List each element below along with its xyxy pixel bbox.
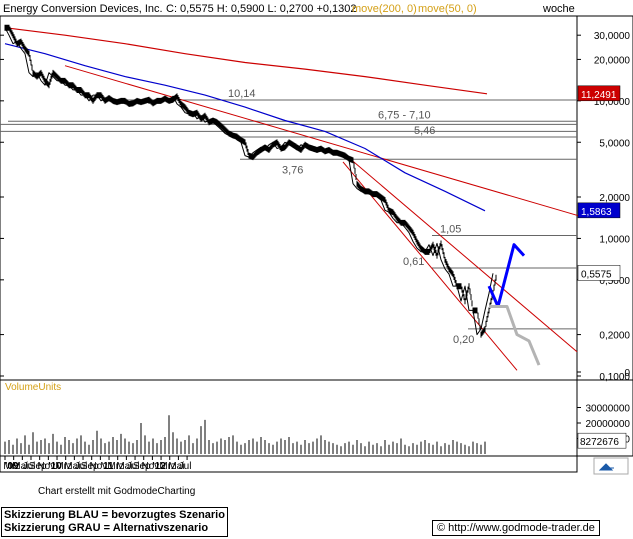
volume-last-label: 8272676: [580, 437, 619, 448]
price-panel-frame: [0, 15, 578, 381]
time-tick-label: Jul: [179, 461, 192, 472]
channel-upper-line: [64, 65, 581, 217]
chart-nav-button[interactable]: [593, 457, 629, 475]
volume-tick-label: 20000000: [586, 419, 631, 430]
chart-title: Energy Conversion Devices, Inc.: [3, 3, 163, 15]
value-tag: [577, 202, 621, 219]
volume-tick-label: 30000000: [586, 404, 631, 415]
level-label: 0,61: [403, 256, 424, 268]
time-tick-label: Jul: [75, 461, 88, 472]
moving-averages: [4, 27, 488, 212]
time-tick-label: Mai: [116, 461, 132, 472]
time-tick-label: Jul: [23, 461, 36, 472]
ma50-legend: move(50, 0): [418, 3, 477, 15]
time-tick-label: Sep: [81, 461, 99, 472]
footer-link[interactable]: © http://www.godmode-trader.de: [432, 520, 600, 536]
scenario-blue-path: [487, 243, 526, 308]
price-axis: 30,0000 20,0000 10,0000 5,0000 2,0000 1,0000 0…: [0, 31, 630, 383]
scenario-blue-note: Skizzierung BLAU = bevorzugtes Szenario: [4, 509, 225, 521]
time-tick-label: Nov: [141, 461, 159, 472]
level-label: 1,05: [440, 224, 461, 236]
price-series: [4, 24, 497, 338]
time-tick-label: Mai: [168, 461, 184, 472]
scenario-gray-path: [489, 305, 541, 366]
channel-lower-outer-line: [342, 161, 518, 371]
volume-axis: 3000000020000000100000008272676: [577, 404, 630, 449]
time-tick-label: '09: [5, 461, 19, 472]
scenario-gray-note: Skizzierung GRAU = Alternativszenario: [4, 522, 209, 534]
time-axis-frame: [0, 455, 578, 473]
price-tick-label: 10,0000: [594, 97, 631, 108]
price-line: [4, 27, 494, 336]
value-tag: [577, 85, 621, 102]
period-label: woche: [542, 3, 575, 15]
credit-text: Chart erstellt mit GodmodeCharting: [38, 486, 195, 497]
value-tag: [577, 265, 621, 281]
time-tick-label: Mrz: [55, 461, 72, 472]
channel-lower-inner-line: [342, 152, 578, 353]
price-tick-label: 1,0000: [599, 234, 630, 245]
price-tick-label: 0,5000: [599, 276, 630, 287]
level-label: 10,14: [228, 88, 256, 100]
value-tag-label: 1,5863: [581, 207, 612, 218]
time-tick-label: Mrz: [159, 461, 176, 472]
level-label: 6,75 - 7,10: [378, 109, 431, 121]
value-tag-label: 0,5575: [581, 269, 612, 280]
time-tick-label: Mai: [64, 461, 80, 472]
scenario-sketches: [487, 243, 541, 366]
value-tag-label: 11,2491: [581, 90, 617, 101]
price-tick-label: 0,2000: [599, 331, 630, 342]
time-tick-label: Jul: [127, 461, 140, 472]
price-tick-label: 0: [624, 368, 630, 379]
ma200-legend: move(200, 0): [352, 3, 417, 15]
volume-title: VolumeUnits: [5, 382, 61, 393]
trend-channel: [64, 65, 581, 371]
scenario-legend-box: Skizzierung BLAU = bevorzugtes Szenario …: [1, 507, 228, 537]
time-axis: '09MrzMaiJulSepNov'10MrzMaiJulSepNov'11M…: [3, 456, 191, 472]
volume-axis-frame: [576, 379, 633, 457]
quote-text: C: 0,5575 H: 0,5900 L: 0,2700 +0,1302: [166, 3, 357, 15]
volume-last-tag: [577, 432, 627, 449]
time-tick-label: Sep: [133, 461, 151, 472]
time-tick-label: '12: [152, 461, 166, 472]
time-tick-label: Nov: [37, 461, 55, 472]
value-tags: 11,2491 1,5863 0,5575: [577, 85, 621, 281]
ma200-line: [4, 27, 488, 95]
time-tick-label: Mai: [12, 461, 28, 472]
time-tick-label: Sep: [29, 461, 47, 472]
price-tick-label: 20,0000: [594, 55, 631, 66]
time-tick-label: Mrz: [3, 461, 20, 472]
volume-bars: [4, 415, 486, 454]
time-tick-label: Nov: [89, 461, 107, 472]
time-tick-label: '11: [101, 461, 114, 472]
time-tick-label: Mrz: [107, 461, 124, 472]
level-label: 3,76: [282, 164, 303, 176]
price-tick-label: 5,0000: [599, 138, 630, 149]
price-tick-label: 30,0000: [594, 31, 631, 42]
ma50-line: [4, 43, 486, 212]
price-tick-label: 0,1000: [599, 372, 630, 383]
time-tick-label: '10: [48, 461, 62, 472]
drawing-tool-icon[interactable]: [598, 463, 614, 471]
level-label: 0,20: [453, 334, 474, 346]
price-tick-label: 2,0000: [599, 193, 630, 204]
